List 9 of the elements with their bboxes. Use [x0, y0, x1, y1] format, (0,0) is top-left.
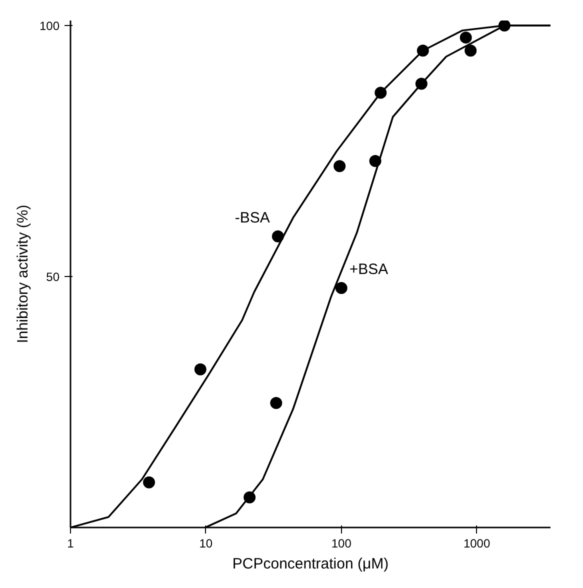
x-tick-label: 10 — [199, 536, 213, 550]
x-tick-label: 1 — [67, 536, 74, 550]
series-label: +BSA — [349, 261, 388, 278]
series-label: -BSA — [234, 209, 270, 226]
y-axis-title: Inhibitory activity (%) — [14, 204, 32, 344]
x-axis-title: PCPconcentration (μM) — [232, 556, 389, 572]
x-tick-label: 100 — [331, 536, 352, 550]
x-tick-label: 1000 — [463, 536, 490, 550]
y-tick-label: 50 — [46, 270, 60, 284]
